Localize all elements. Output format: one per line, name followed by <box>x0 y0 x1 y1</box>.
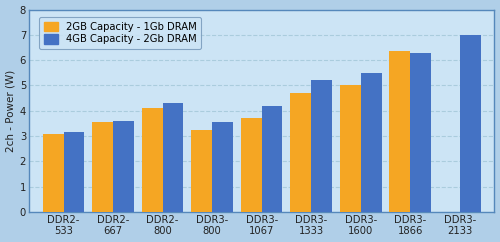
Bar <box>64 132 84 212</box>
Bar <box>360 73 382 212</box>
Y-axis label: 2ch - Power (W): 2ch - Power (W) <box>6 70 16 152</box>
Bar <box>192 130 212 212</box>
Bar <box>262 106 282 212</box>
Bar <box>390 51 410 212</box>
Bar <box>340 85 360 212</box>
Bar <box>212 122 233 212</box>
Bar <box>162 103 184 212</box>
Bar <box>460 35 480 212</box>
Bar <box>113 121 134 212</box>
Bar <box>92 122 113 212</box>
Legend: 2GB Capacity - 1Gb DRAM, 4GB Capacity - 2Gb DRAM: 2GB Capacity - 1Gb DRAM, 4GB Capacity - … <box>38 17 202 49</box>
Bar <box>42 134 64 212</box>
Bar <box>290 93 311 212</box>
Bar <box>410 53 431 212</box>
Bar <box>241 118 262 212</box>
Bar <box>142 108 163 212</box>
Bar <box>311 80 332 212</box>
